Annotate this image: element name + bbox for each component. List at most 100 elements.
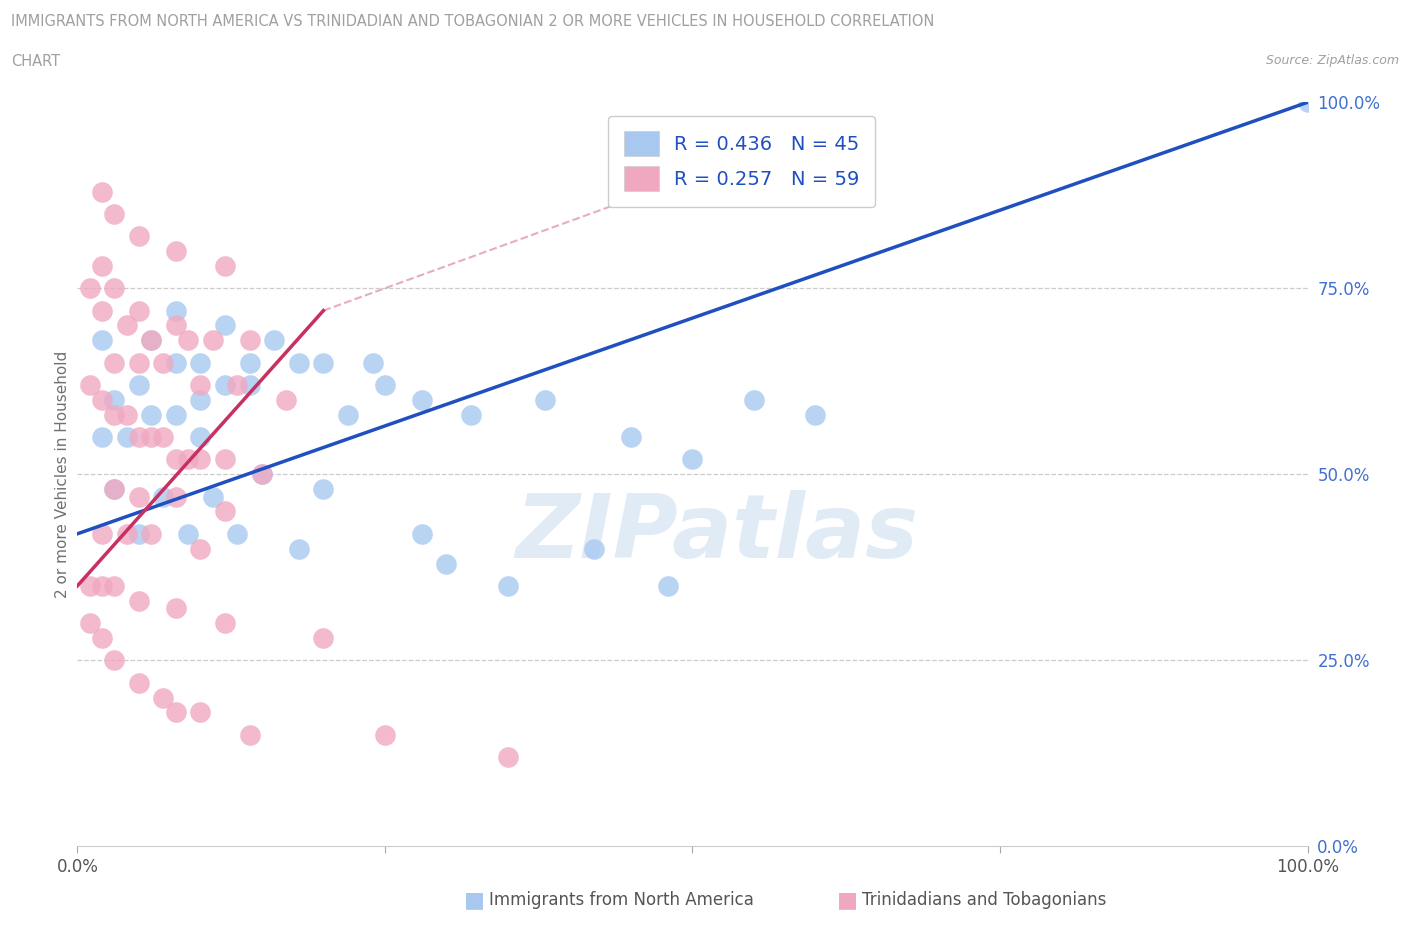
Point [190,392,212,407]
Point [165,244,187,259]
Point [128,675,150,690]
Point [128,355,150,370]
Point [534,392,557,407]
Point [152,355,174,370]
Text: Source: ZipAtlas.com: Source: ZipAtlas.com [1265,54,1399,67]
Point [214,452,236,467]
Point [239,355,262,370]
Point [226,378,249,392]
Point [312,355,335,370]
Point [103,355,125,370]
Point [115,430,138,445]
Point [128,526,150,541]
Text: Trinidadians and Tobagonians: Trinidadians and Tobagonians [862,891,1107,910]
Point [583,541,606,556]
Point [79,281,101,296]
Point [103,653,125,668]
Point [214,504,236,519]
Point [103,281,125,296]
Text: CHART: CHART [11,54,60,69]
Point [411,526,433,541]
Point [682,452,704,467]
Point [90,333,114,348]
Point [79,578,101,593]
Point [411,392,433,407]
Point [90,184,114,199]
Point [239,727,262,742]
Point [742,392,765,407]
Point [103,392,125,407]
Point [103,407,125,422]
Point [361,355,384,370]
Point [152,430,174,445]
Point [141,526,163,541]
Point [165,705,187,720]
Point [496,578,519,593]
Point [90,392,114,407]
Point [288,355,311,370]
Text: Immigrants from North America: Immigrants from North America [489,891,754,910]
Point [165,452,187,467]
Point [115,318,138,333]
Text: ■: ■ [837,890,858,910]
Point [177,333,200,348]
Text: ZIPatlas: ZIPatlas [516,490,918,578]
Point [177,526,200,541]
Point [128,430,150,445]
Point [165,407,187,422]
Point [177,452,200,467]
Point [141,407,163,422]
Point [152,690,174,705]
Point [90,631,114,645]
Point [436,556,458,571]
Point [190,430,212,445]
Point [190,378,212,392]
Point [374,727,396,742]
Point [214,378,236,392]
Point [90,259,114,273]
Point [1296,95,1319,110]
Point [90,526,114,541]
Point [79,616,101,631]
Point [128,489,150,504]
Point [250,467,273,482]
Point [239,333,262,348]
Point [312,631,335,645]
Legend: R = 0.436   N = 45, R = 0.257   N = 59: R = 0.436 N = 45, R = 0.257 N = 59 [609,115,875,206]
Point [190,452,212,467]
Point [165,355,187,370]
Text: IMMIGRANTS FROM NORTH AMERICA VS TRINIDADIAN AND TOBAGONIAN 2 OR MORE VEHICLES I: IMMIGRANTS FROM NORTH AMERICA VS TRINIDA… [11,14,935,29]
Point [460,407,482,422]
Point [103,578,125,593]
Point [263,333,285,348]
Point [165,318,187,333]
Point [141,333,163,348]
Point [115,407,138,422]
Point [804,407,827,422]
Point [90,430,114,445]
Point [190,705,212,720]
Point [90,578,114,593]
Point [90,303,114,318]
Point [620,430,643,445]
Point [128,303,150,318]
Point [79,378,101,392]
Point [496,750,519,764]
Point [103,206,125,221]
Point [165,303,187,318]
Point [226,526,249,541]
Point [152,489,174,504]
Point [201,489,224,504]
Point [374,378,396,392]
Point [141,333,163,348]
Point [214,616,236,631]
Point [103,482,125,497]
Point [190,355,212,370]
Point [214,318,236,333]
Point [239,378,262,392]
Point [337,407,360,422]
Point [288,541,311,556]
Point [657,578,679,593]
Point [141,430,163,445]
Point [128,229,150,244]
